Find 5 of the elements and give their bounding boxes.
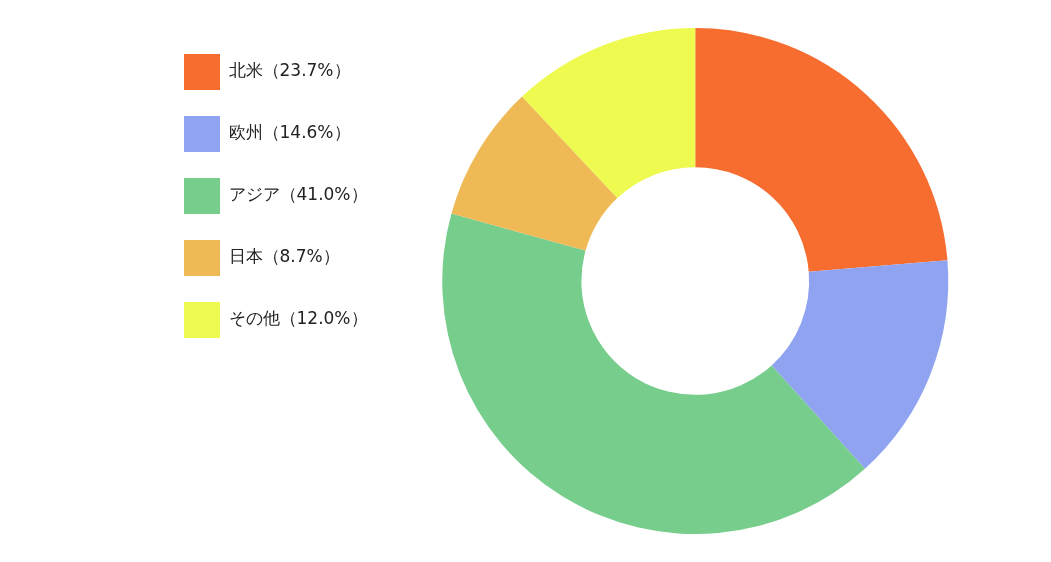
legend-label: 欧州（14.6%） bbox=[228, 122, 351, 143]
legend-label: 北米（23.7%） bbox=[228, 60, 351, 81]
legend-label: 日本（8.7%） bbox=[228, 246, 340, 267]
legend-label: その他（12.0%） bbox=[228, 308, 368, 329]
legend-label: アジア（41.0%） bbox=[228, 184, 368, 205]
